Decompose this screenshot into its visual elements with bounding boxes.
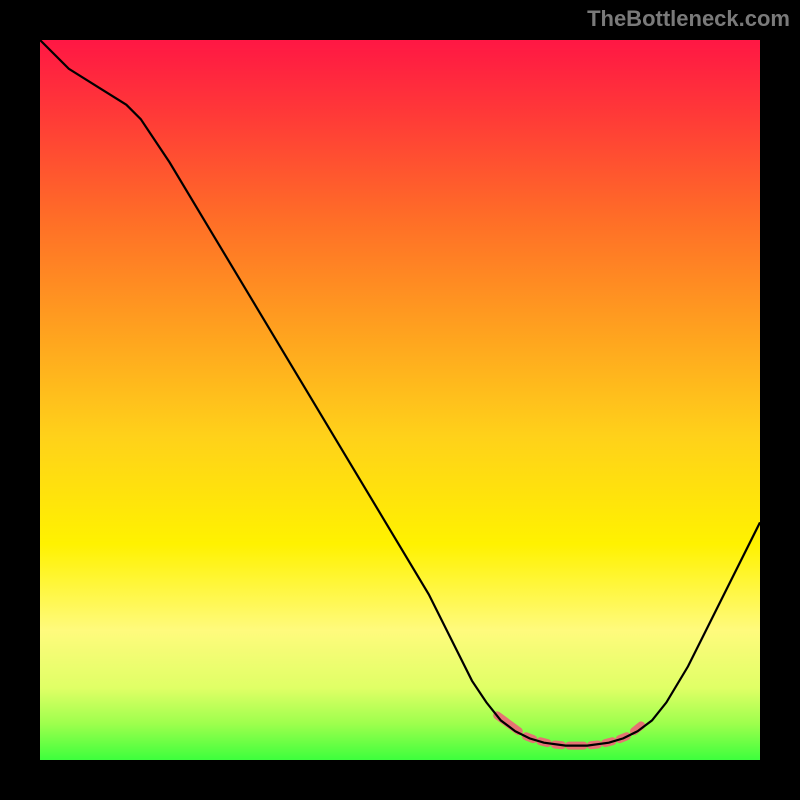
chart-background	[40, 40, 760, 760]
chart-svg	[40, 40, 760, 760]
watermark-text: TheBottleneck.com	[587, 6, 790, 32]
bottleneck-chart	[40, 40, 760, 760]
